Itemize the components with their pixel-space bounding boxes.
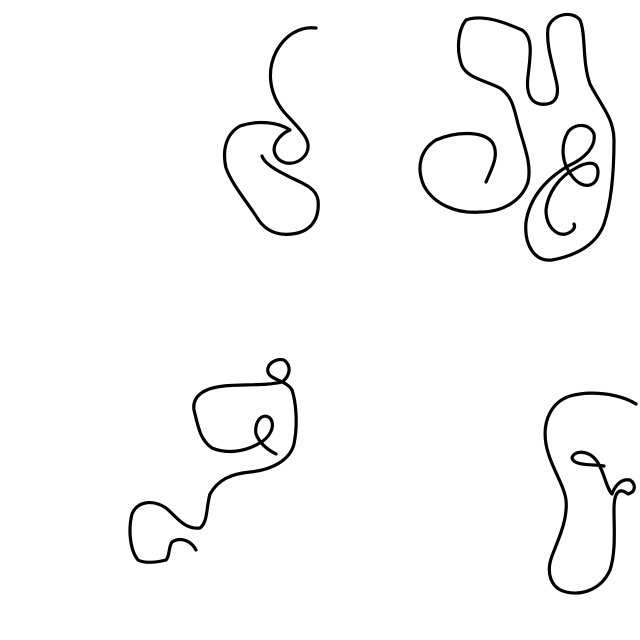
doodle-bottom-left [128, 358, 298, 564]
doodle-bottom-right [543, 391, 638, 595]
doodle-top-left [222, 26, 320, 236]
doodle-top-right [418, 12, 616, 262]
